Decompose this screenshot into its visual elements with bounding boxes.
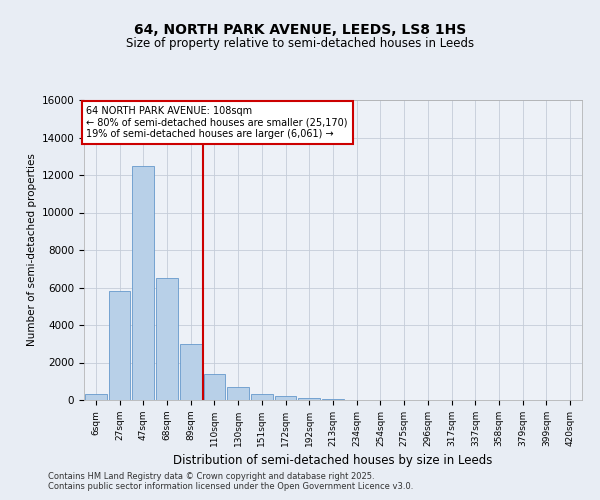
- Bar: [109, 291, 130, 400]
- Bar: [85, 394, 107, 400]
- Text: 64 NORTH PARK AVENUE: 108sqm
← 80% of semi-detached houses are smaller (25,170)
: 64 NORTH PARK AVENUE: 108sqm ← 80% of se…: [86, 106, 348, 139]
- Bar: [322, 399, 344, 400]
- Bar: [133, 166, 154, 400]
- Bar: [156, 278, 178, 400]
- Bar: [298, 398, 320, 400]
- Text: Contains HM Land Registry data © Crown copyright and database right 2025.: Contains HM Land Registry data © Crown c…: [48, 472, 374, 481]
- Bar: [203, 374, 226, 400]
- Y-axis label: Number of semi-detached properties: Number of semi-detached properties: [28, 154, 37, 346]
- Bar: [180, 344, 202, 400]
- Bar: [251, 394, 273, 400]
- Text: Size of property relative to semi-detached houses in Leeds: Size of property relative to semi-detach…: [126, 38, 474, 51]
- Bar: [227, 387, 249, 400]
- Text: 64, NORTH PARK AVENUE, LEEDS, LS8 1HS: 64, NORTH PARK AVENUE, LEEDS, LS8 1HS: [134, 22, 466, 36]
- Text: Contains public sector information licensed under the Open Government Licence v3: Contains public sector information licen…: [48, 482, 413, 491]
- Bar: [275, 396, 296, 400]
- X-axis label: Distribution of semi-detached houses by size in Leeds: Distribution of semi-detached houses by …: [173, 454, 493, 468]
